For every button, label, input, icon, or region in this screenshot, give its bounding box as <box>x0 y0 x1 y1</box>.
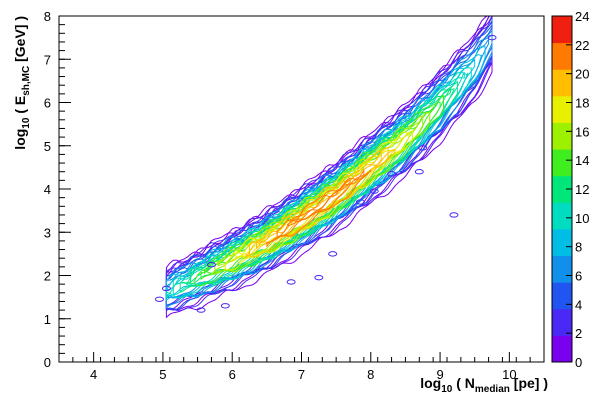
x-tick-label: 10 <box>502 367 516 382</box>
contour-island <box>355 199 365 205</box>
y-tick-label: 6 <box>44 96 51 111</box>
colorbar-tick-label: 4 <box>575 297 582 312</box>
contour-line <box>179 80 458 293</box>
contour-island <box>328 251 338 257</box>
colorbar-tick-label: 10 <box>575 211 589 226</box>
contour-layer <box>154 16 497 319</box>
colorbar-segment <box>552 308 572 336</box>
colorbar-tick-label: 16 <box>575 124 589 139</box>
y-tick-label: 8 <box>44 9 51 24</box>
colorbar-tick-label: 24 <box>575 9 589 24</box>
y-tick-label: 5 <box>44 139 51 154</box>
x-axis-title: log10 ( Nmedian [pe] ) <box>420 375 548 395</box>
colorbar-tick-label: 20 <box>575 67 589 82</box>
y-tick-label: 0 <box>44 355 51 370</box>
contour-line <box>266 168 372 248</box>
y-tick-label: 1 <box>44 312 51 327</box>
colorbar-segment <box>552 42 572 70</box>
contour-line <box>287 179 351 227</box>
colorbar-tick-label: 14 <box>575 153 589 168</box>
y-tick-label: 7 <box>44 52 51 67</box>
contour-island <box>418 145 428 151</box>
colorbar-tick-label: 2 <box>575 326 582 341</box>
colorbar-segment <box>552 16 572 44</box>
colorbar-segment <box>552 95 572 123</box>
colorbar-segment <box>552 282 572 310</box>
y-tick-label: 3 <box>44 225 51 240</box>
contour-line <box>249 147 389 256</box>
contour-line <box>214 115 424 273</box>
x-tick-label: 7 <box>298 367 305 382</box>
x-tick-label: 8 <box>367 367 374 382</box>
x-tick-label: 5 <box>159 367 166 382</box>
x-tick-label: 4 <box>90 367 97 382</box>
contour-island <box>220 303 230 309</box>
colorbar-segment <box>552 175 572 203</box>
contour-line <box>165 37 490 299</box>
colorbar-tick-label: 0 <box>575 355 582 370</box>
colorbar-segment <box>552 255 572 283</box>
contour-island <box>387 171 397 177</box>
colorbar-tick-label: 6 <box>575 269 582 284</box>
colorbar-tick-label: 22 <box>575 38 589 53</box>
colorbar-tick-label: 8 <box>575 240 582 255</box>
colorbar-segment <box>552 149 572 177</box>
contour-island <box>314 274 324 281</box>
contour-island <box>196 307 206 313</box>
x-tick-label: 9 <box>436 367 443 382</box>
contour-line <box>165 16 493 311</box>
contour-island <box>154 296 164 302</box>
y-axis: 0 1 2 3 4 5 6 7 8 <box>44 9 71 370</box>
contour-island <box>414 169 424 175</box>
y-tick-label: 2 <box>44 269 51 284</box>
contour-island <box>487 34 497 41</box>
contour-island <box>369 188 379 194</box>
contour-island <box>449 212 459 218</box>
colorbar-segment <box>552 202 572 230</box>
contour-line <box>165 16 493 319</box>
y-axis-title: log10 ( Esh,MC [GeV] ) <box>12 16 32 150</box>
contour-line <box>165 58 476 297</box>
colorbar-segment <box>552 335 572 363</box>
contour-island <box>286 279 296 285</box>
colorbar-segment <box>552 122 572 150</box>
contour-island <box>161 285 171 292</box>
colorbar-tick-label: 12 <box>575 182 589 197</box>
x-tick-label: 6 <box>229 367 236 382</box>
contour-line <box>165 18 493 307</box>
y-tick-label: 4 <box>44 182 51 197</box>
colorbar-segment <box>552 228 572 257</box>
contour-island <box>206 261 216 268</box>
colorbar-segment <box>552 69 572 97</box>
colorbar-tick-label: 18 <box>575 96 589 111</box>
x-axis: 4 5 6 7 8 9 10 <box>58 352 545 382</box>
contour-line <box>224 130 413 271</box>
